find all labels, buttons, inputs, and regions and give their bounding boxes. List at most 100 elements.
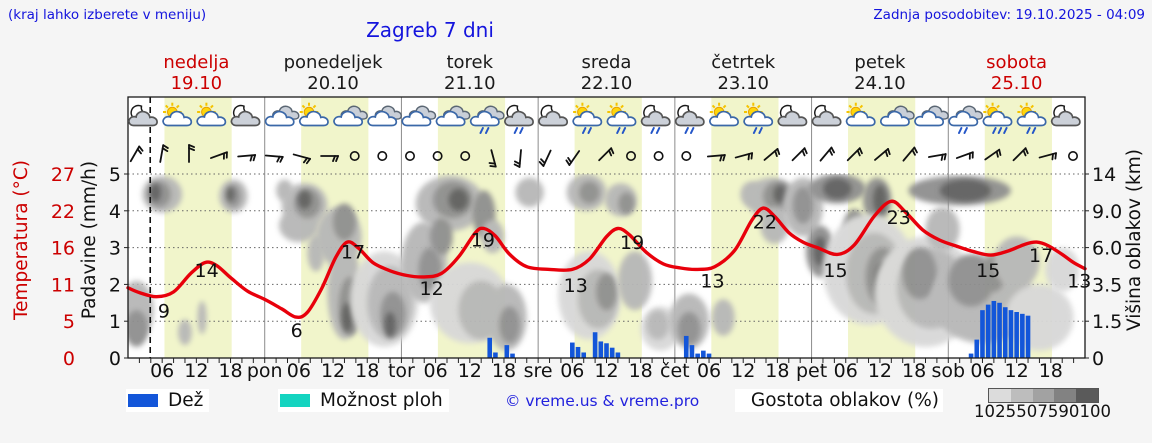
cloud-density-ticks: 10 25 50 75 90 100 (974, 402, 1111, 421)
cloud-blob (429, 218, 453, 255)
cloud-icon (128, 110, 158, 127)
showers-swatch (280, 394, 310, 407)
day-abbr-label: čet (660, 360, 690, 382)
hour-tick-label: 18 (218, 360, 242, 382)
rain-bar (689, 345, 695, 358)
wind-barb-icon (210, 151, 228, 160)
temp-tick: 27 (51, 164, 75, 186)
temp-tick: 22 (51, 201, 75, 223)
hour-tick-label: 12 (1005, 360, 1029, 382)
height-tick: 14 (1092, 164, 1116, 186)
rain-label: Dež (168, 390, 204, 411)
height-tick: 9.0 (1092, 201, 1122, 223)
cloud-blob (939, 179, 992, 202)
weather-icon-clouds (914, 105, 949, 127)
cloud-icon (367, 110, 398, 127)
wind-barb-icon (565, 150, 581, 166)
wind-barb-icon (598, 147, 615, 162)
cloud-density-label: Gostota oblakov (%) (735, 389, 943, 412)
day-name: sreda (582, 52, 632, 73)
day-name: torek (446, 52, 493, 73)
cloud-icon (743, 110, 774, 127)
weather-icon-clouds (264, 105, 300, 127)
rain-bar (570, 342, 575, 358)
cloud-blob (646, 310, 670, 340)
cloud-blob (341, 302, 354, 333)
cloud-blob (128, 310, 148, 347)
rain-drop-icon (1031, 127, 1037, 134)
weather-icon-clouds (401, 105, 437, 127)
wind-barb-icon (819, 146, 835, 162)
wind-barb-icon (984, 148, 1002, 161)
legend-rain: Dež (126, 389, 210, 412)
cloud-blob (333, 203, 356, 241)
copyright-link[interactable]: © vreme.us & vreme.pro (505, 392, 700, 410)
rain-bar (604, 343, 609, 358)
temp-value-label: 13 (700, 270, 724, 292)
cloud-blob (948, 254, 994, 307)
day-name: petek (854, 52, 906, 73)
hour-tick-label: 06 (560, 360, 584, 382)
cloud-icon (264, 110, 295, 127)
weather-icon-sun-cloud (298, 102, 329, 127)
cloud-blob (773, 185, 788, 204)
calm-wind-icon (460, 151, 471, 161)
cloud-blob (760, 207, 789, 244)
rain-drop-icon (587, 127, 592, 134)
cloud-icon (845, 110, 876, 127)
weather-icon-moon-cloud (1050, 104, 1081, 127)
precip-tick: 0 (109, 348, 121, 370)
density-segment (1010, 389, 1033, 402)
cloud-blob (515, 177, 544, 208)
cloud-blob (902, 247, 937, 300)
weather-icon-clouds (333, 105, 368, 127)
rain-bar (701, 350, 706, 358)
cloud-height-axis: 14 9.0 6.0 3.5 1.5 0 Višina oblakov (km) (1092, 149, 1145, 370)
weather-icon-sun-cloud (709, 102, 739, 127)
rain-bar (592, 332, 598, 358)
rain-drop-icon (1003, 127, 1008, 134)
day-date: 25.10 (991, 73, 1043, 94)
hour-tick-label: 12 (321, 360, 345, 382)
rain-bar (985, 304, 991, 358)
rain-bar (504, 345, 510, 358)
rain-drop-icon (758, 127, 763, 134)
rain-drop-icon (752, 127, 758, 134)
precip-axis-title: Padavine (mm/h) (79, 161, 100, 319)
weather-icon-moon-cloud-rain (674, 104, 705, 134)
precip-tick: 5 (109, 164, 121, 186)
weather-icon-clouds (435, 105, 471, 127)
cloud-blob (925, 207, 960, 252)
calm-wind-icon (626, 151, 636, 161)
page-title: Zagreb 7 dni (366, 18, 494, 42)
height-axis-title: Višina oblakov (km) (1124, 149, 1145, 331)
rain-bar (575, 346, 581, 358)
wind-barb-icon (1012, 147, 1029, 162)
weather-icon-sun-cloud (196, 102, 227, 127)
hour-tick-label: 06 (424, 360, 448, 382)
cloud-blob (226, 186, 235, 202)
cloud-icon (1050, 110, 1081, 127)
wind-barb-icon (488, 149, 497, 168)
rain-drop-icon (484, 127, 490, 134)
density-segment (1032, 389, 1055, 402)
weather-icon-moon-cloud (230, 104, 261, 127)
hour-tick-label: 18 (355, 360, 379, 382)
wind-barb-icon (846, 147, 863, 162)
rain-bar (581, 352, 587, 358)
weather-icons-row (128, 102, 1081, 134)
weather-icon-sun-cloud-rain (1016, 102, 1047, 134)
hour-tick-label: 18 (902, 360, 926, 382)
rain-bar (706, 353, 712, 358)
rain-bar (493, 352, 498, 358)
rain-drop-icon (958, 127, 963, 134)
hour-tick-label: 18 (629, 360, 653, 382)
weather-icon-sun-cloud-heavy-rain (982, 102, 1013, 134)
cloud-icon (777, 110, 808, 127)
temp-value-label: 12 (420, 278, 444, 300)
temp-tick: 11 (51, 274, 75, 296)
temp-tick: 16 (51, 238, 75, 260)
cloud-blob (822, 178, 852, 200)
rain-bar (609, 347, 615, 358)
